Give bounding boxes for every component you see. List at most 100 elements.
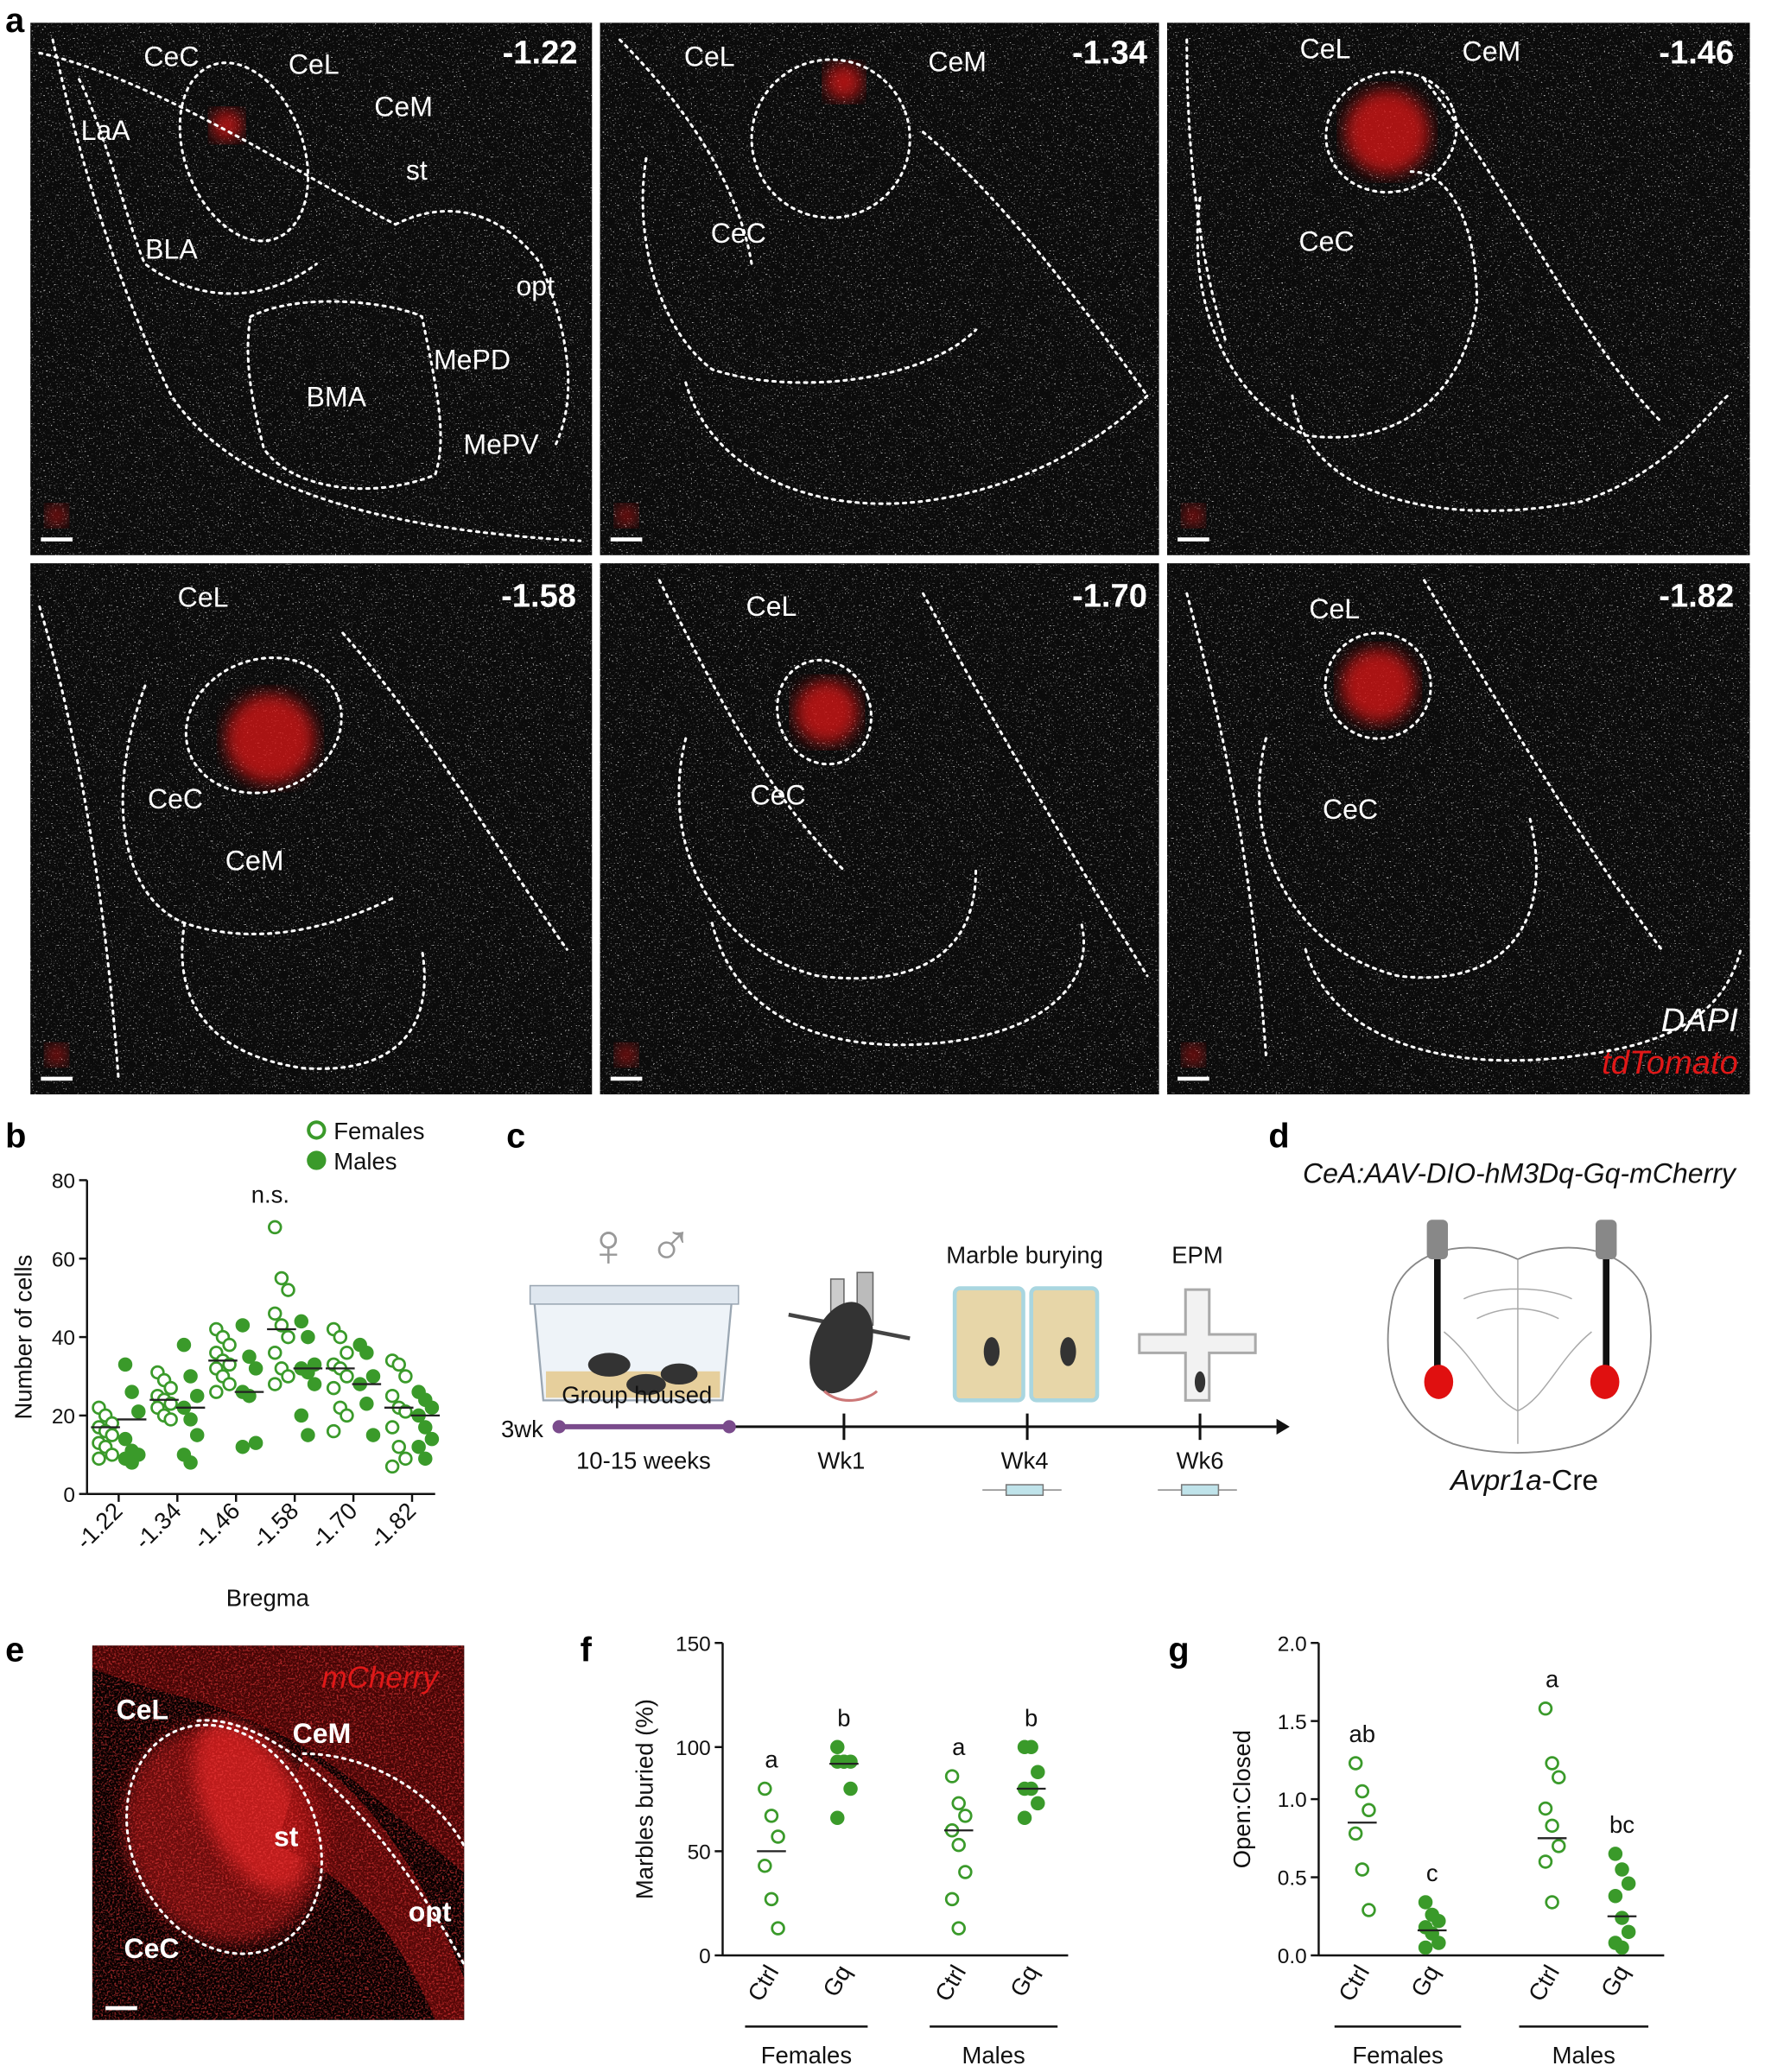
region-outline [184,656,343,795]
timeline-point [552,1420,566,1434]
region-outline [341,631,568,951]
data-point [340,1408,354,1423]
panel-d: CeA:AAV-DIO-hM3Dq-Gq-mCherry Avpr1a-Cre [1303,1157,1737,1497]
data-point [131,1404,146,1419]
panel-letter: d [1268,1117,1289,1155]
stain-legend: DAPI [1661,1002,1738,1039]
data-point [843,1781,858,1796]
y-tick-label: 0 [63,1484,75,1507]
region-label: CeL [117,1695,169,1726]
data-point [1615,1862,1629,1877]
region-label: BMA [307,381,367,412]
y-tick-label: 1.0 [1278,1789,1307,1812]
data-point [1538,1701,1553,1716]
timeline-label: 10-15 weeks [576,1448,711,1474]
electrode-cap [1426,1220,1449,1260]
region-outline [921,592,1149,978]
data-point [124,1455,139,1470]
bregma-label: -1.22 [503,35,578,72]
group-label: Females [1352,2042,1443,2068]
panel-e: mCherry CeL CeM st opt CeC [92,1645,465,2020]
y-tick-label: 1.5 [1278,1711,1307,1734]
gene-suffix: -Cre [1542,1465,1598,1497]
data-point [764,1809,779,1823]
timeline-label: Wk1 [817,1448,865,1474]
region-outline [394,209,570,450]
tdtomato-signal [1344,90,1430,174]
panel-c: ♀ ♂ Group housed Marble burying EPM 3wk … [501,1211,1290,1497]
bregma-label: -1.82 [1659,577,1734,614]
x-tick-label: -1.34 [129,1497,186,1554]
region-outline [1423,579,1663,951]
data-point [1615,1940,1629,1955]
region-outline [1423,78,1663,424]
region-label: CeC [148,783,203,814]
data-point [1608,1847,1623,1861]
region-label: opt [516,270,555,301]
data-point [248,1361,263,1376]
tdtomato-signal [615,1044,638,1066]
micrograph-content [30,563,593,1095]
data-point [183,1412,198,1427]
data-point [391,1357,406,1372]
data-point [268,1306,282,1321]
cage-lid [529,1284,740,1305]
data-point [1552,1839,1566,1853]
region-outline [1185,38,1228,345]
data-point [384,1420,400,1435]
data-point [1017,1810,1032,1826]
test-label: Marble burying [946,1242,1103,1269]
region-label: CeC [1299,225,1355,257]
data-point [1348,1756,1363,1771]
data-point [1538,1801,1553,1816]
data-point [771,1921,785,1936]
mouse-line: Avpr1a-Cre [1449,1465,1598,1497]
data-point [222,1377,237,1391]
data-point [384,1388,400,1404]
region-outline [1324,70,1458,194]
construct-label: CeA:AAV-DIO-hM3Dq-Gq-mCherry [1303,1157,1737,1188]
y-tick-label: 0.5 [1278,1867,1307,1891]
data-point [105,1428,119,1442]
data-point [124,1385,139,1399]
dapi-texture [600,563,1159,1095]
region-outline [51,38,582,542]
micrograph: CeL CeC -1.70 [600,563,1159,1095]
data-point [242,1349,257,1365]
data-point [398,1369,413,1384]
region-outline [1304,947,1742,1062]
data-point [326,1423,341,1439]
data-point [235,1439,251,1454]
panel-letter: f [581,1632,593,1670]
data-point [209,1385,224,1399]
data-point [248,1435,263,1450]
data-point [391,1439,406,1454]
data-point [281,1283,295,1297]
micrograph-texture [92,1645,465,2020]
dapi-texture [1166,22,1750,555]
micrograph: CeL CeM CeC -1.34 [600,22,1159,555]
region-outline [246,300,442,491]
x-tick-label: -1.46 [187,1497,244,1554]
panel-letter: a [5,2,25,40]
data-point [771,1829,785,1844]
y-tick-label: 0.0 [1278,1945,1307,1968]
tdtomato-signal [615,504,638,527]
region-label: CeC [751,779,806,810]
cea-target [1590,1365,1620,1399]
x-tick-label: Gq [1005,1961,1044,2001]
region-label: CeC [711,218,766,249]
data-point [301,1428,315,1442]
y-tick-label: 60 [52,1248,75,1271]
region-outline [1323,631,1432,740]
mouse-icon [587,1353,631,1377]
y-tick-label: 150 [676,1632,711,1656]
data-point [235,1318,251,1333]
brain-outline [1387,1246,1652,1454]
mouse-icon [660,1363,698,1385]
data-point [294,1408,309,1423]
data-point [1418,1940,1433,1955]
data-point [1431,1913,1446,1929]
timeline-arrow [1276,1418,1290,1435]
